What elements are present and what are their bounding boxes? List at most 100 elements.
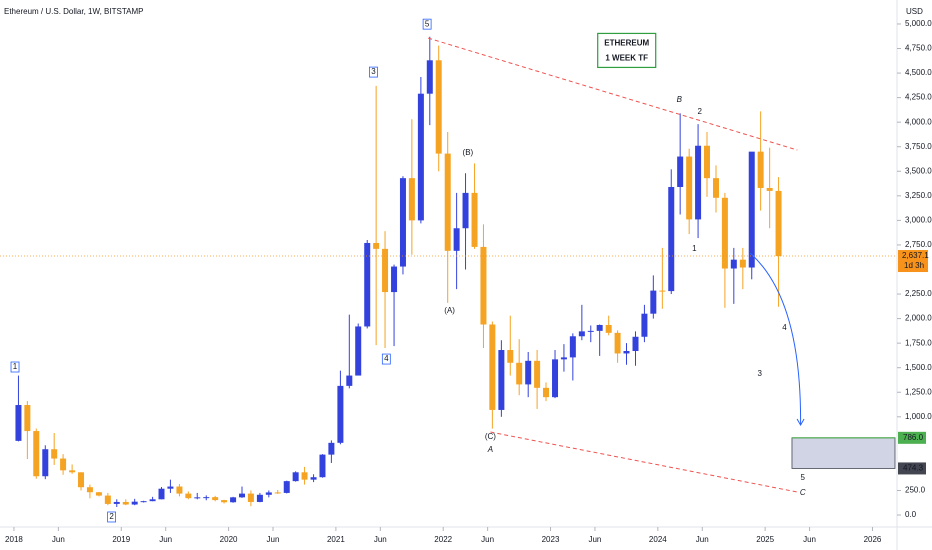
candle-body bbox=[632, 336, 639, 352]
y-tick-label: 3,250.0 bbox=[905, 191, 932, 200]
candle-body bbox=[131, 501, 138, 505]
candle-body bbox=[33, 431, 40, 477]
x-tick-label: 2022 bbox=[434, 535, 452, 544]
wave-label-box bbox=[422, 18, 432, 30]
candle-body bbox=[426, 60, 433, 94]
x-tick-label: 2019 bbox=[112, 535, 130, 544]
wave-label: 1 bbox=[13, 362, 18, 371]
candle-body bbox=[435, 60, 442, 154]
candle-body bbox=[113, 501, 120, 504]
x-tick-label: 2018 bbox=[5, 535, 23, 544]
candle-body bbox=[382, 248, 389, 293]
tf-box bbox=[597, 32, 657, 69]
candle-body bbox=[721, 197, 728, 269]
candle-body bbox=[677, 156, 684, 187]
x-tick-label: Jun bbox=[52, 535, 65, 544]
candle-body bbox=[766, 187, 773, 191]
candle-body bbox=[596, 324, 603, 331]
x-tick-label: 2021 bbox=[327, 535, 345, 544]
candle-body bbox=[95, 492, 102, 496]
candle-body bbox=[569, 336, 576, 358]
candle-body bbox=[328, 442, 335, 455]
candle-body bbox=[650, 290, 657, 314]
candle-body bbox=[489, 324, 496, 410]
wave-label: 4 bbox=[782, 323, 787, 332]
x-tick-label: 2024 bbox=[649, 535, 667, 544]
wave-label: 5 bbox=[425, 19, 430, 28]
y-tick-label: 2,750.0 bbox=[905, 240, 932, 249]
wave-label: 3 bbox=[371, 67, 376, 76]
candle-body bbox=[614, 332, 621, 354]
candle-body bbox=[703, 145, 710, 179]
x-tick-label: Jun bbox=[374, 535, 387, 544]
candle-body bbox=[578, 331, 585, 337]
candle-body bbox=[221, 500, 228, 503]
candle-body bbox=[668, 186, 675, 292]
wave-label: 2 bbox=[109, 512, 114, 521]
candle-body bbox=[256, 494, 263, 502]
x-tick-label: Jun bbox=[159, 535, 172, 544]
candle-body bbox=[176, 486, 183, 494]
zone-top-tag bbox=[898, 431, 926, 444]
x-tick-label: 2025 bbox=[756, 535, 774, 544]
wave-label: B bbox=[677, 95, 683, 104]
zone-bottom-label: 474.3 bbox=[903, 464, 924, 473]
wave-label-box bbox=[107, 511, 117, 523]
candle-body bbox=[560, 357, 567, 360]
y-tick-label: 1,500.0 bbox=[905, 363, 932, 372]
candle-body bbox=[444, 153, 451, 251]
arrow-head bbox=[796, 418, 805, 427]
candle-body bbox=[498, 350, 505, 410]
trendline bbox=[428, 37, 798, 151]
candle-body bbox=[417, 93, 424, 221]
y-tick-label: 1,750.0 bbox=[905, 338, 932, 347]
candle-body bbox=[15, 405, 22, 441]
candle-body bbox=[310, 477, 317, 480]
candle-body bbox=[194, 497, 201, 499]
candle-body bbox=[247, 493, 254, 502]
candle-body bbox=[739, 259, 746, 268]
candle-body bbox=[641, 313, 648, 337]
wave-label: 5 bbox=[800, 473, 805, 482]
candle-body bbox=[364, 242, 371, 327]
y-tick-label: 5,000.0 bbox=[905, 19, 932, 28]
y-tick-label: 4,250.0 bbox=[905, 93, 932, 102]
y-tick-label: 3,500.0 bbox=[905, 166, 932, 175]
candle-body bbox=[552, 359, 559, 398]
tf-box-text: ETHEREUM bbox=[604, 39, 649, 48]
candle-body bbox=[534, 360, 541, 388]
candle-body bbox=[185, 493, 192, 499]
y-tick-label: 3,000.0 bbox=[905, 215, 932, 224]
wave-label: 2 bbox=[697, 107, 702, 116]
y-tick-label: 0.0 bbox=[905, 510, 917, 519]
candle-body bbox=[238, 493, 245, 498]
x-tick-label: Jun bbox=[588, 535, 601, 544]
tf-box-text: 1 WEEK TF bbox=[605, 54, 648, 63]
candle-body bbox=[408, 178, 415, 221]
y-tick-label: 4,000.0 bbox=[905, 117, 932, 126]
candle-body bbox=[60, 458, 67, 471]
y-tick-label: 2,000.0 bbox=[905, 314, 932, 323]
wave-label: (B) bbox=[463, 148, 474, 157]
candle-body bbox=[140, 501, 147, 503]
x-tick-label: 2020 bbox=[220, 535, 238, 544]
wave-label: 3 bbox=[758, 369, 763, 378]
candle-body bbox=[713, 178, 719, 198]
y-tick-label: 4,750.0 bbox=[905, 44, 932, 53]
wave-label-box bbox=[369, 66, 378, 78]
candle-body bbox=[42, 449, 49, 477]
y-tick-label: 4,500.0 bbox=[905, 68, 932, 77]
candle-body bbox=[748, 151, 755, 268]
x-tick-label: Jun bbox=[481, 535, 494, 544]
candle-body bbox=[507, 350, 514, 363]
candle-body bbox=[605, 324, 612, 333]
candle-body bbox=[167, 486, 174, 489]
candle-body bbox=[480, 246, 487, 325]
candle-body bbox=[69, 470, 76, 473]
wave-label: 4 bbox=[384, 354, 389, 363]
candle-body bbox=[212, 497, 219, 501]
candle-body bbox=[695, 145, 702, 220]
wave-label: (C) bbox=[485, 432, 496, 441]
candle-body bbox=[122, 501, 129, 505]
candle-body bbox=[274, 492, 281, 494]
